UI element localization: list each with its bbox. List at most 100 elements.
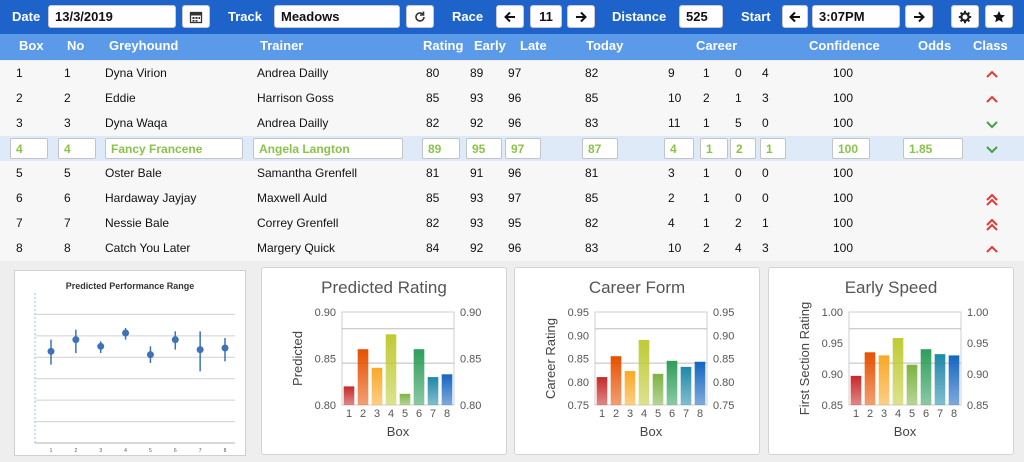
cell-c4: 0 [762,116,769,130]
cell-c3: 1 [735,91,742,105]
x-tick-label: 7 [199,448,202,454]
header-odds[interactable]: Odds [918,38,952,53]
cell-late: 96 [508,91,522,105]
table-row[interactable]: 1 1 Dyna Virion Andrea Dailly 80 89 97 82 9 1 0 4 10… [0,61,1024,86]
y2-tick-label: 0.85 [713,354,734,366]
header-career[interactable]: Career [696,38,738,53]
cell-rating[interactable]: 89 [422,138,460,159]
x-tick-label: 2 [360,408,366,420]
header-class[interactable]: Class [973,38,1008,53]
settings-button[interactable] [951,5,979,28]
x-tick-label: 7 [683,408,689,420]
table-row[interactable]: 4 4 Fancy Francene Angela Langton 89 95 97 87 4 1… [0,136,1024,161]
header-early[interactable]: Early [474,38,506,53]
cell-late[interactable]: 97 [505,138,541,159]
header-late[interactable]: Late [520,38,547,53]
cell-c1: 3 [668,166,675,180]
cell-odds[interactable]: 1.85 [903,138,963,159]
cell-c1[interactable]: 4 [664,138,694,159]
bar [371,367,383,405]
cell-no[interactable]: 4 [58,138,96,159]
header-today[interactable]: Today [586,38,624,53]
cell-early: 92 [470,241,484,255]
header-no[interactable]: No [67,38,85,53]
race-next-button[interactable] [567,5,595,28]
cell-no: 6 [64,191,71,205]
cell-rating: 80 [426,66,440,80]
cell-c2[interactable]: 1 [700,138,728,159]
data-point [221,344,229,352]
double-chevron-up-icon [986,218,998,231]
table-row[interactable]: 6 6 Hardaway Jayjay Maxwell Auld 85 93 97 85 2 1 0… [0,186,1024,211]
bar [596,377,608,405]
table-row[interactable]: 3 3 Dyna Waqa Andrea Dailly 82 92 96 83 11 1 5 0 100 [0,111,1024,136]
cell-trainer: Andrea Dailly [257,116,329,130]
x-tick-label: 3 [99,448,102,454]
y-axis-label: Predicted [290,331,305,386]
bar [694,361,706,405]
bar [610,356,622,405]
y2-tick-label: 0.95 [713,307,734,319]
cell-trainer[interactable]: Angela Langton [253,138,403,159]
cell-early[interactable]: 95 [466,138,502,159]
cell-c3: 0 [735,191,742,205]
cell-c4: 0 [762,166,769,180]
cell-rating: 84 [426,241,440,255]
header-rating[interactable]: Rating [423,38,464,53]
table-row[interactable]: 8 8 Catch You Later Margery Quick 84 92 96 83 10… [0,236,1024,261]
cell-c3[interactable]: 2 [730,138,756,159]
cell-late: 97 [508,191,522,205]
y-tick-label: 0.95 [822,338,843,350]
header-greyhound[interactable]: Greyhound [109,38,179,53]
cell-no: 7 [64,216,71,230]
y-axis-label: Career Rating [543,318,558,399]
arrow-left-icon [504,11,515,22]
bar [652,373,664,405]
race-prev-button[interactable] [496,5,524,28]
header-confidence[interactable]: Confidence [809,38,880,53]
cell-box: 7 [16,216,23,230]
cell-today[interactable]: 87 [582,138,618,159]
header-box[interactable]: Box [19,38,44,53]
y-tick-label: 1.00 [822,307,843,319]
cell-box[interactable]: 4 [10,138,48,159]
table-row[interactable]: 7 7 Nessie Bale Correy Grenfell 82 93 95 82 4 1 2 1… [0,211,1024,236]
cell-c2: 1 [703,166,710,180]
date-field[interactable]: 13/3/2019 [48,5,176,28]
refresh-button[interactable] [406,5,434,28]
x-tick-label: 3 [374,408,380,420]
cell-confidence: 100 [833,166,854,180]
bar [906,364,918,405]
arrow-right-icon [576,11,587,22]
cell-box: 5 [16,166,23,180]
data-point [72,336,80,344]
race-field[interactable]: 11 [530,5,562,28]
start-next-button[interactable] [905,5,933,28]
cell-today: 83 [585,116,599,130]
cell-c2: 2 [703,241,710,255]
start-prev-button[interactable] [782,5,808,28]
table-row[interactable]: 5 5 Oster Bale Samantha Grenfell 81 91 96 81 3 1 0… [0,161,1024,186]
bar [427,377,439,405]
cell-trainer: Margery Quick [257,241,336,255]
calendar-button[interactable] [182,5,210,28]
y2-tick-label: 0.85 [967,400,988,412]
header-trainer[interactable]: Trainer [260,38,304,53]
track-field[interactable]: Meadows [274,5,400,28]
start-time-field[interactable]: 3:07PM [812,5,900,28]
cell-greyhound[interactable]: Fancy Francene [105,138,243,159]
plot-area [35,293,235,443]
cell-confidence[interactable]: 100 [832,138,870,159]
cell-late: 96 [508,166,522,180]
table-row[interactable]: 2 2 Eddie Harrison Goss 85 93 96 85 10 2 1 3 100 [0,86,1024,111]
chevron-up-icon [986,70,998,78]
cell-c4[interactable]: 1 [760,138,786,159]
cell-today: 81 [585,166,599,180]
favorite-button[interactable] [985,5,1013,28]
data-point [196,346,204,354]
early-speed-chart: Early Speed 1 2 3 4 5 6 7 8 0.85 0.85 0.90 0.90 0.95… [768,267,1014,455]
x-tick-label: 4 [124,448,127,454]
bar [920,349,932,405]
cell-today: 85 [585,91,599,105]
distance-field[interactable]: 525 [679,5,723,28]
